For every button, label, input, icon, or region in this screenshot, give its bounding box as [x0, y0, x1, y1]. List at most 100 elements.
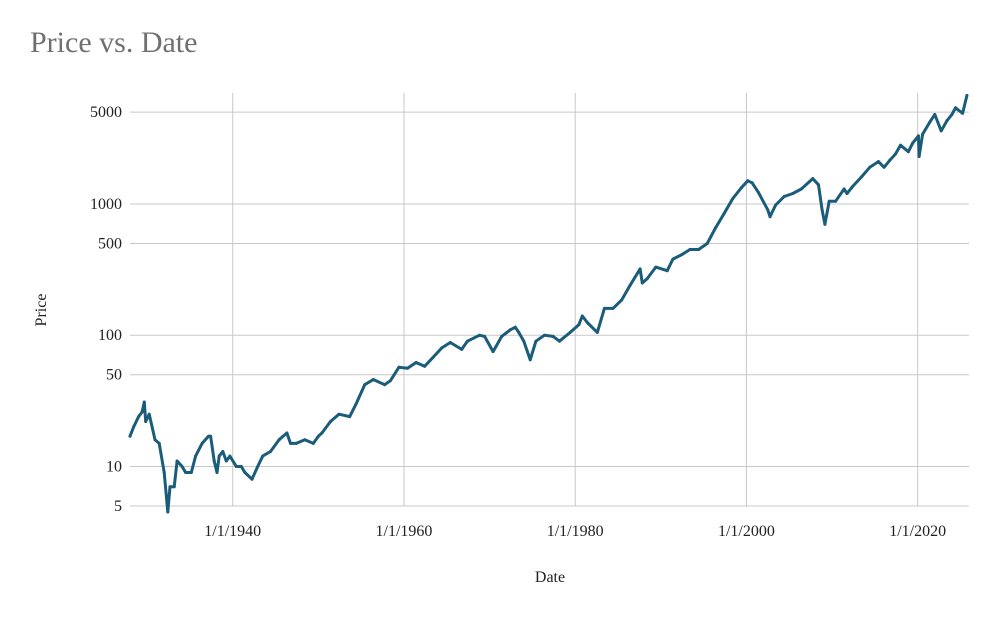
data-point [388, 379, 392, 383]
price-series-line [128, 94, 969, 514]
data-point [921, 132, 925, 136]
data-point [228, 454, 232, 458]
data-point [215, 471, 219, 474]
data-point [585, 321, 589, 324]
data-point [448, 341, 452, 344]
data-point [414, 361, 418, 364]
data-point [311, 441, 315, 445]
data-point [894, 152, 897, 156]
data-point [954, 106, 957, 110]
data-point [654, 265, 658, 269]
data-point [406, 366, 409, 370]
data-point [132, 425, 136, 429]
x-tick-label: 1/1/1960 [376, 523, 433, 540]
data-point [774, 203, 778, 207]
y-tick-label: 1000 [90, 196, 122, 213]
data-point [483, 334, 487, 338]
data-point [137, 415, 141, 419]
data-point [320, 431, 324, 435]
data-point [329, 420, 332, 423]
data-point [221, 450, 225, 453]
data-point [261, 454, 265, 458]
data-point [916, 134, 920, 138]
data-point [348, 415, 352, 419]
data-point [820, 208, 824, 212]
data-point [628, 283, 632, 287]
data-point [147, 412, 151, 416]
data-point [645, 277, 649, 281]
data-point [175, 459, 179, 463]
y-tick-label: 5000 [90, 104, 122, 121]
data-point [791, 192, 795, 195]
data-point [289, 441, 292, 445]
data-point [423, 364, 427, 368]
y-tick-label: 500 [98, 235, 122, 252]
data-point [939, 129, 943, 133]
data-point [337, 412, 341, 416]
data-point [817, 183, 820, 187]
data-point [157, 441, 161, 445]
data-point [888, 158, 892, 162]
y-tick-label: 100 [98, 327, 122, 344]
data-point [602, 306, 606, 310]
data-point [142, 400, 146, 404]
data-point [162, 471, 166, 474]
data-point [517, 330, 521, 334]
data-point [950, 113, 954, 116]
data-point [478, 333, 482, 337]
data-point [899, 143, 902, 147]
data-point [551, 334, 555, 338]
x-axis-title: Date [535, 569, 565, 586]
data-point [917, 155, 921, 158]
data-point [277, 438, 281, 442]
data-point [558, 339, 561, 343]
data-point [827, 199, 831, 203]
data-point [665, 269, 669, 273]
data-point [945, 119, 949, 123]
data-point [911, 141, 915, 145]
data-point [316, 434, 320, 438]
data-point [168, 485, 172, 489]
y-axis-title: Price [33, 294, 50, 327]
data-point [851, 184, 855, 188]
data-point [799, 187, 803, 191]
data-point [859, 175, 863, 179]
data-point [965, 94, 969, 97]
data-point [580, 314, 584, 318]
data-point [397, 365, 401, 369]
data-point [522, 339, 526, 343]
data-point [250, 477, 254, 481]
data-point [714, 226, 718, 230]
data-point [144, 420, 148, 423]
data-point [842, 187, 846, 191]
data-point [200, 441, 204, 445]
data-point [303, 438, 307, 442]
data-point [508, 328, 512, 332]
data-point [294, 441, 298, 445]
data-point [431, 355, 435, 359]
x-tick-label: 1/1/1980 [547, 523, 604, 540]
y-tick-label: 50 [106, 367, 122, 384]
data-point [768, 215, 772, 219]
data-point [739, 186, 743, 190]
data-point [731, 197, 735, 200]
data-point [180, 465, 184, 468]
data-point [906, 150, 910, 154]
data-point [460, 347, 464, 351]
data-point [543, 333, 546, 337]
data-point [568, 330, 572, 334]
data-point [882, 165, 886, 169]
data-point [440, 346, 444, 350]
x-tick-label: 1/1/1940 [204, 523, 261, 540]
data-point [513, 325, 517, 329]
data-point [207, 434, 210, 438]
data-point [269, 450, 272, 453]
data-point [465, 339, 469, 343]
data-point [140, 410, 144, 414]
data-point [638, 267, 642, 271]
data-point [234, 465, 238, 468]
data-point [363, 383, 367, 387]
data-point [782, 195, 786, 198]
x-tick-label: 1/1/2020 [889, 523, 946, 540]
